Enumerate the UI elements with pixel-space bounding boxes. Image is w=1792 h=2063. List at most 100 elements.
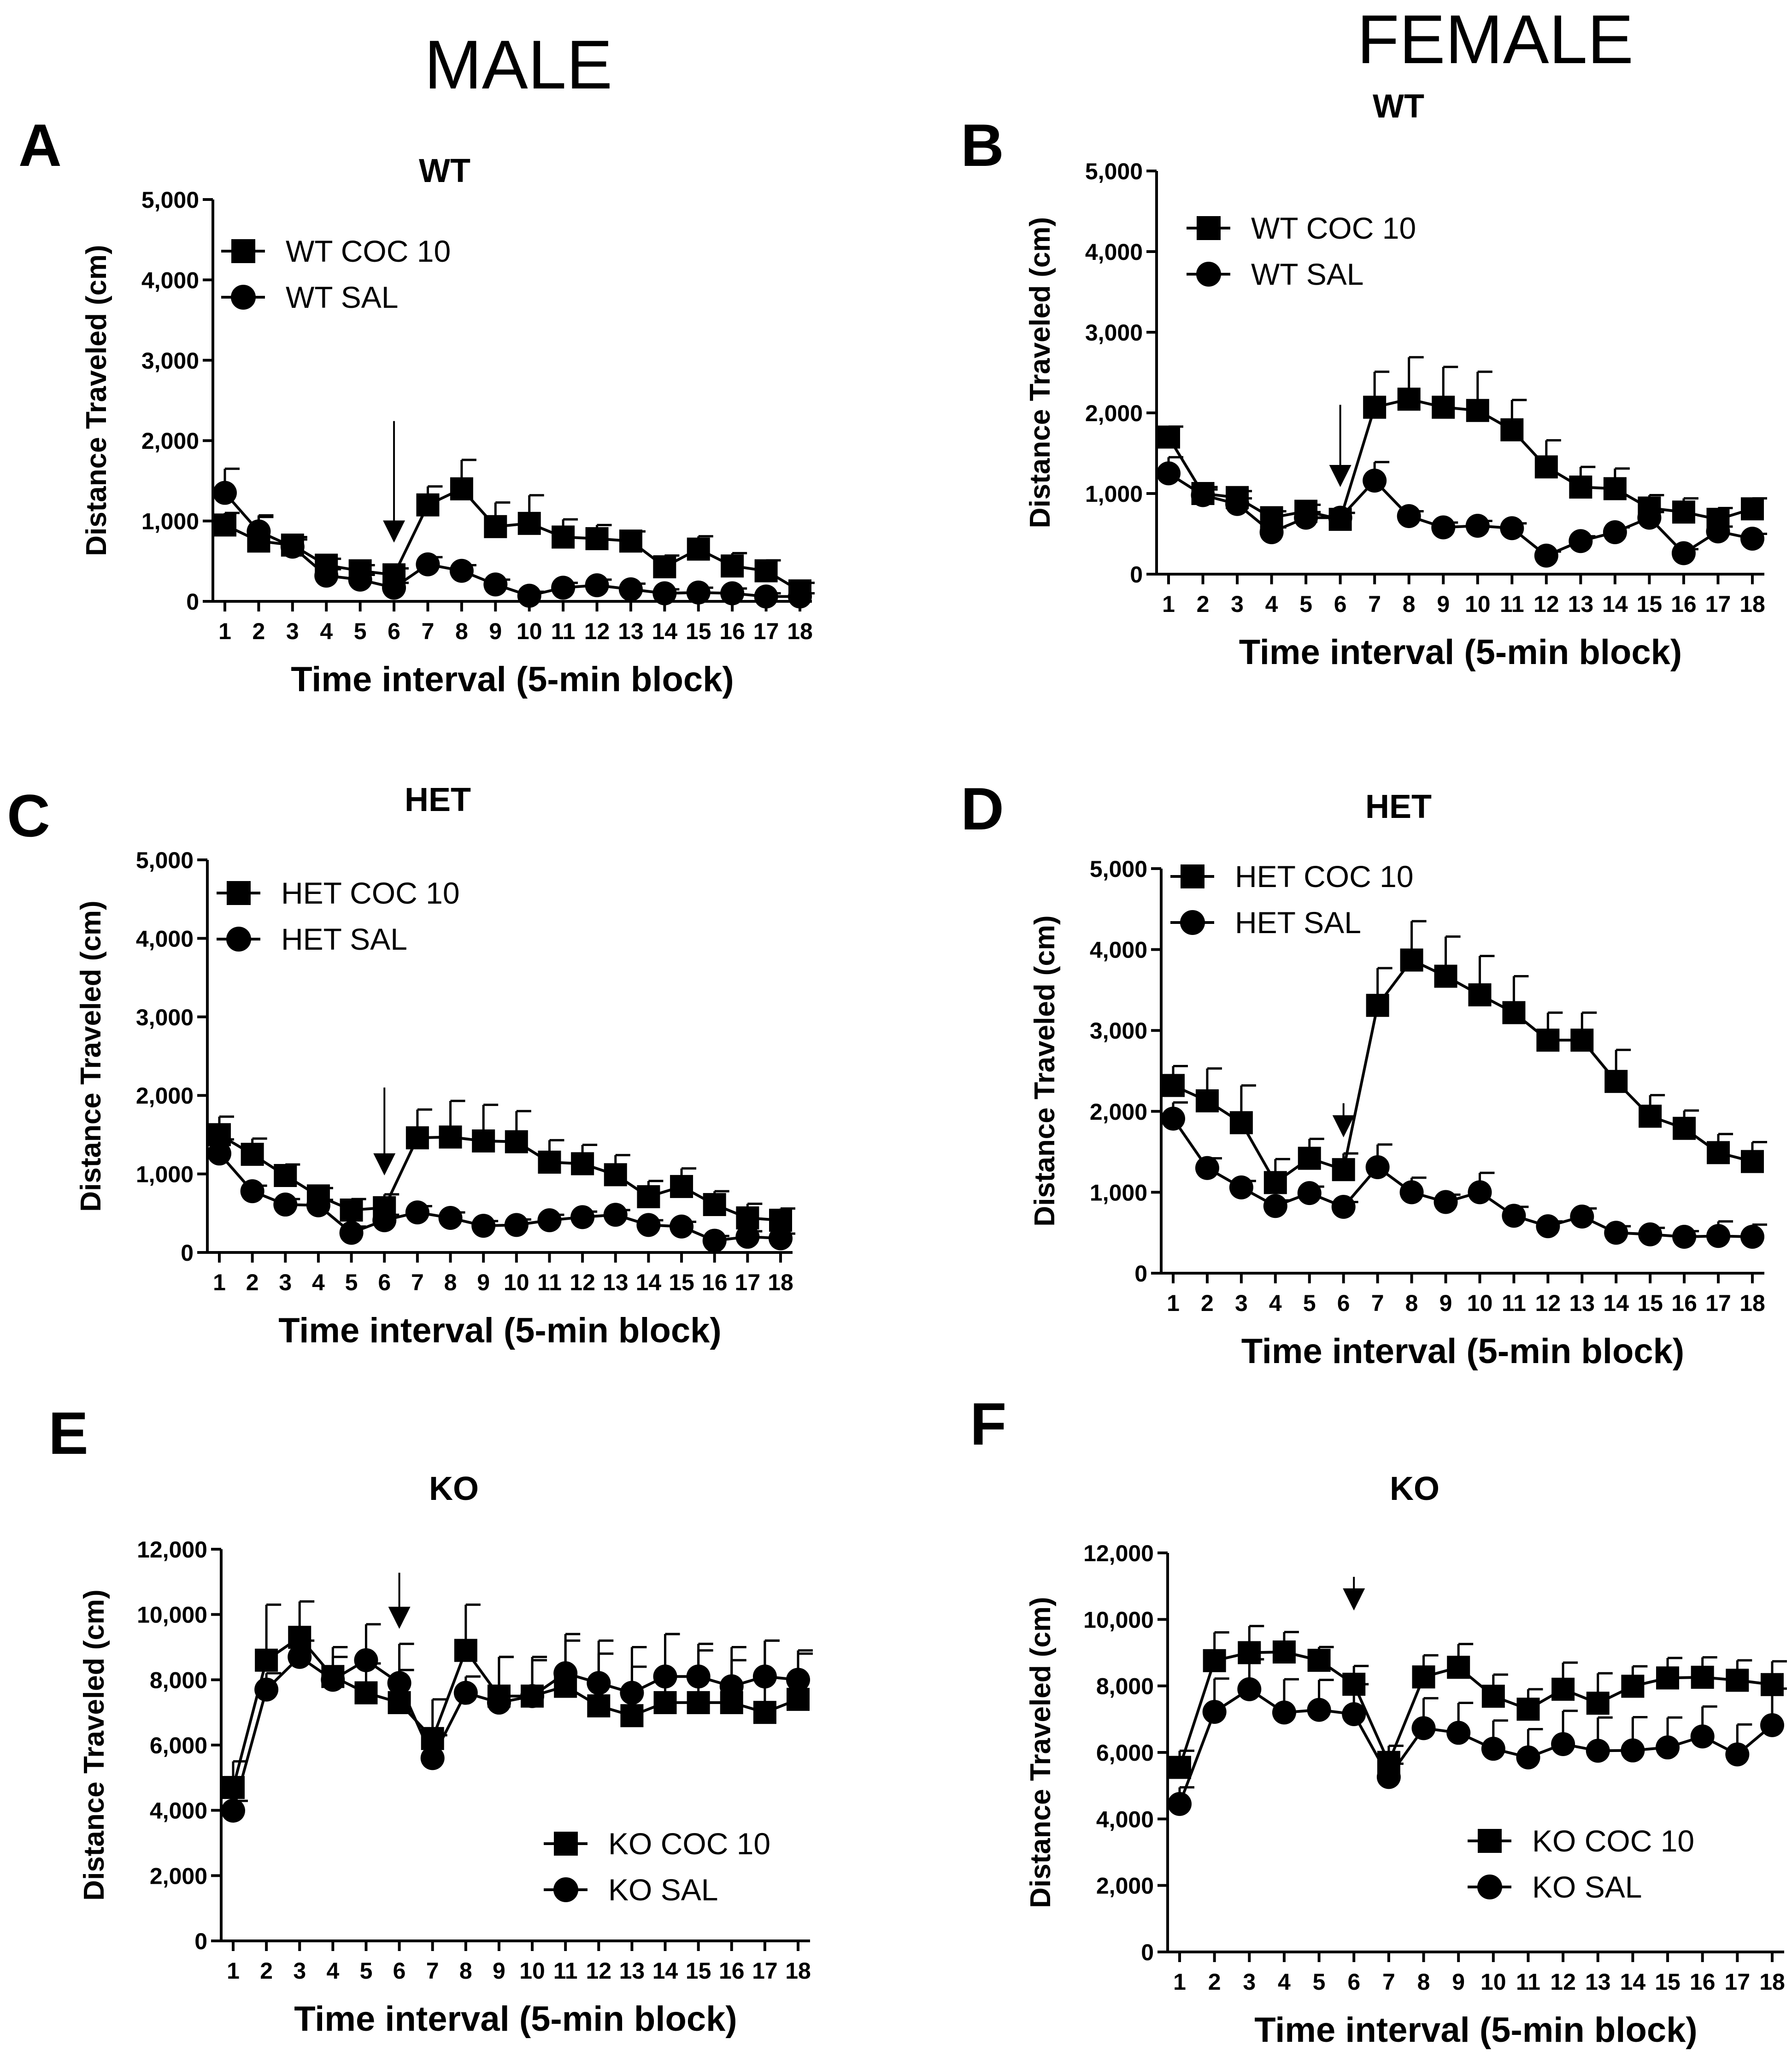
data-point-circle — [1397, 504, 1421, 528]
data-point-square — [619, 529, 642, 553]
x-tick-label: 13 — [1585, 1969, 1611, 1995]
data-point-circle — [1307, 1698, 1331, 1722]
data-point-square — [1603, 477, 1627, 500]
y-tick-label: 2,000 — [1085, 400, 1143, 426]
x-tick-label: 17 — [752, 1958, 778, 1984]
data-point-square — [1502, 1001, 1526, 1024]
x-tick-label: 10 — [504, 1270, 529, 1295]
x-tick-label: 11 — [551, 618, 576, 644]
x-tick-label: 3 — [286, 618, 299, 644]
x-tick-label: 3 — [279, 1270, 292, 1295]
y-tick-label: 1,000 — [141, 509, 199, 535]
series-sal — [207, 1138, 795, 1253]
y-tick-label: 5,000 — [1090, 856, 1147, 882]
data-point-square — [1397, 388, 1421, 411]
legend-marker-circle — [553, 1877, 578, 1902]
x-tick-label: 5 — [1299, 591, 1312, 617]
y-tick-label: 0 — [1130, 562, 1143, 588]
series-coc — [1168, 1625, 1787, 1779]
x-tick-label: 6 — [378, 1270, 391, 1295]
data-point-circle — [420, 1746, 445, 1770]
data-point-circle — [1706, 519, 1730, 544]
x-tick-label: 18 — [787, 618, 813, 644]
data-point-circle — [1272, 1700, 1296, 1725]
data-point-circle — [1760, 1713, 1784, 1737]
data-point-circle — [618, 577, 643, 601]
legend-marker-circle — [1477, 1875, 1502, 1899]
y-tick-label: 1,000 — [136, 1162, 194, 1187]
data-point-square — [1468, 983, 1492, 1006]
data-point-circle — [585, 573, 609, 598]
data-point-square — [1516, 1698, 1540, 1721]
data-point-square — [255, 1648, 278, 1672]
x-tick-label: 8 — [1405, 1290, 1418, 1316]
data-point-square — [1639, 1105, 1662, 1128]
x-tick-label: 13 — [619, 1958, 645, 1984]
series-line — [232, 1655, 799, 1811]
data-point-square — [620, 1704, 644, 1728]
legend: WT COC 10 WT SAL — [221, 234, 451, 314]
panel-title: KO — [429, 1470, 479, 1507]
data-point-circle — [1225, 492, 1250, 516]
data-point-circle — [1468, 1180, 1492, 1205]
panel-title: HET — [1365, 788, 1432, 825]
series-line — [1172, 958, 1753, 1185]
x-tick-label: 1 — [1173, 1969, 1186, 1995]
series-line — [1167, 398, 1753, 521]
legend-marker-square — [227, 881, 251, 905]
injection-arrow-head — [1329, 465, 1351, 487]
x-tick-label: 16 — [1671, 1290, 1697, 1316]
legend-label: KO SAL — [1532, 1870, 1642, 1904]
y-tick-label: 3,000 — [136, 1005, 194, 1030]
legend: HET COC 10 HET SAL — [1170, 859, 1414, 940]
series-coc — [1162, 920, 1767, 1194]
y-axis-title: Distance Traveled (cm) — [1024, 217, 1056, 528]
x-tick-label: 12 — [1533, 591, 1559, 617]
data-point-circle — [504, 1213, 529, 1237]
data-point-circle — [314, 564, 339, 588]
data-point-circle — [416, 552, 440, 576]
x-tick-label: 7 — [1382, 1969, 1395, 1995]
x-tick-label: 16 — [1690, 1969, 1716, 1995]
data-point-square — [1447, 1656, 1470, 1679]
legend: WT COC 10 WT SAL — [1187, 211, 1416, 291]
x-tick-label: 2 — [1201, 1290, 1214, 1316]
panel-letter: B — [961, 112, 1004, 179]
x-tick-label: 1 — [1162, 591, 1175, 617]
legend-marker-square — [1181, 864, 1204, 888]
data-point-square — [538, 1151, 561, 1174]
data-point-circle — [382, 576, 406, 600]
data-point-circle — [453, 1681, 478, 1705]
x-tick-label: 15 — [686, 1958, 711, 1984]
y-tick-label: 2,000 — [150, 1863, 207, 1889]
data-point-circle — [769, 1226, 793, 1251]
data-point-square — [1432, 395, 1455, 419]
x-tick-label: 15 — [686, 618, 711, 644]
data-point-square — [1366, 993, 1389, 1017]
y-tick-label: 2,000 — [1096, 1873, 1154, 1899]
x-tick-label: 7 — [422, 618, 435, 644]
x-tick-label: 5 — [1303, 1290, 1316, 1316]
data-point-circle — [372, 1208, 397, 1233]
data-point-circle — [207, 1141, 231, 1166]
x-tick-label: 3 — [1243, 1969, 1256, 1995]
data-point-circle — [1621, 1738, 1645, 1763]
data-point-circle — [280, 535, 305, 559]
data-point-circle — [1229, 1175, 1253, 1199]
data-point-circle — [1603, 520, 1627, 544]
data-point-circle — [221, 1799, 245, 1823]
x-tick-label: 16 — [719, 1958, 745, 1984]
y-axis-title: Distance Traveled (cm) — [81, 245, 112, 556]
x-tick-label: 7 — [411, 1270, 424, 1295]
x-tick-label: 16 — [1671, 591, 1697, 617]
y-tick-label: 4,000 — [1085, 239, 1143, 265]
x-tick-label: 4 — [326, 1958, 339, 1984]
legend-label: HET SAL — [281, 922, 407, 956]
y-axis-title: Distance Traveled (cm) — [1029, 915, 1061, 1226]
x-tick-label: 3 — [1235, 1290, 1248, 1316]
data-point-circle — [1656, 1735, 1680, 1760]
x-axis-title: Time interval (5-min block) — [1241, 1332, 1685, 1371]
data-point-circle — [1740, 1224, 1764, 1249]
data-point-square — [571, 1152, 594, 1175]
